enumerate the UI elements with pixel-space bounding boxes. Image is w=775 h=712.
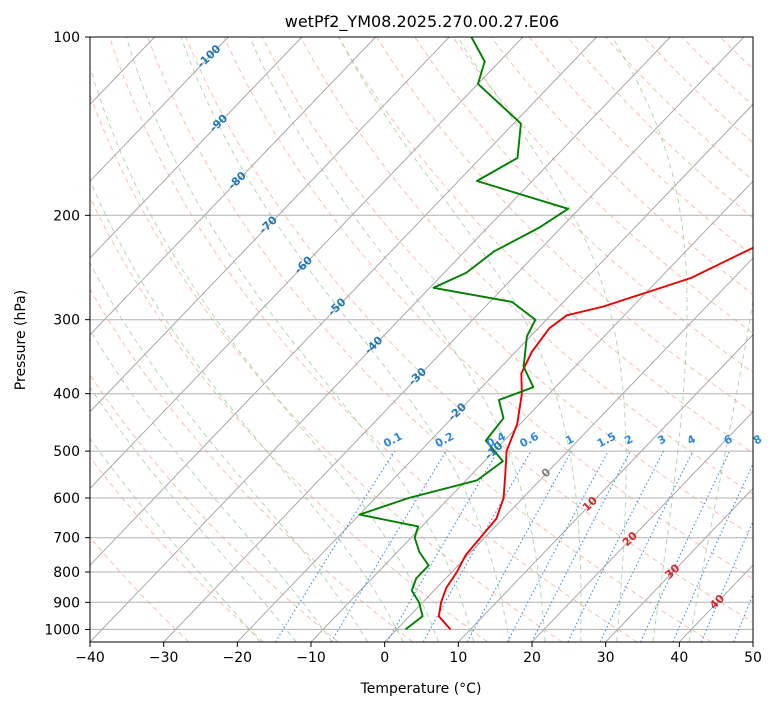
x-tick-label: 10 (449, 650, 467, 666)
y-tick-label: 400 (53, 387, 80, 403)
y-tick-label: 100 (53, 30, 80, 46)
x-tick-label: −30 (149, 650, 179, 666)
y-tick-label: 600 (53, 491, 80, 507)
x-axis-label: Temperature (°C) (360, 681, 482, 697)
x-tick-label: −10 (296, 650, 326, 666)
x-tick-label: 50 (744, 650, 762, 666)
y-tick-label: 800 (53, 565, 80, 581)
y-tick-label: 300 (53, 313, 80, 329)
chart-title: wetPf2_YM08.2025.270.00.27.E06 (285, 12, 559, 32)
y-tick-label: 500 (53, 444, 80, 460)
y-tick-label: 200 (53, 208, 80, 224)
x-tick-label: −40 (75, 650, 105, 666)
x-tick-label: 20 (523, 650, 541, 666)
y-tick-label: 1000 (44, 622, 80, 638)
y-tick-label: 700 (53, 531, 80, 547)
x-tick-label: 30 (597, 650, 615, 666)
x-tick-label: 0 (380, 650, 389, 666)
y-axis-label: Pressure (hPa) (13, 290, 29, 390)
y-tick-label: 900 (53, 595, 80, 611)
x-tick-label: 40 (670, 650, 688, 666)
x-tick-label: −20 (223, 650, 253, 666)
